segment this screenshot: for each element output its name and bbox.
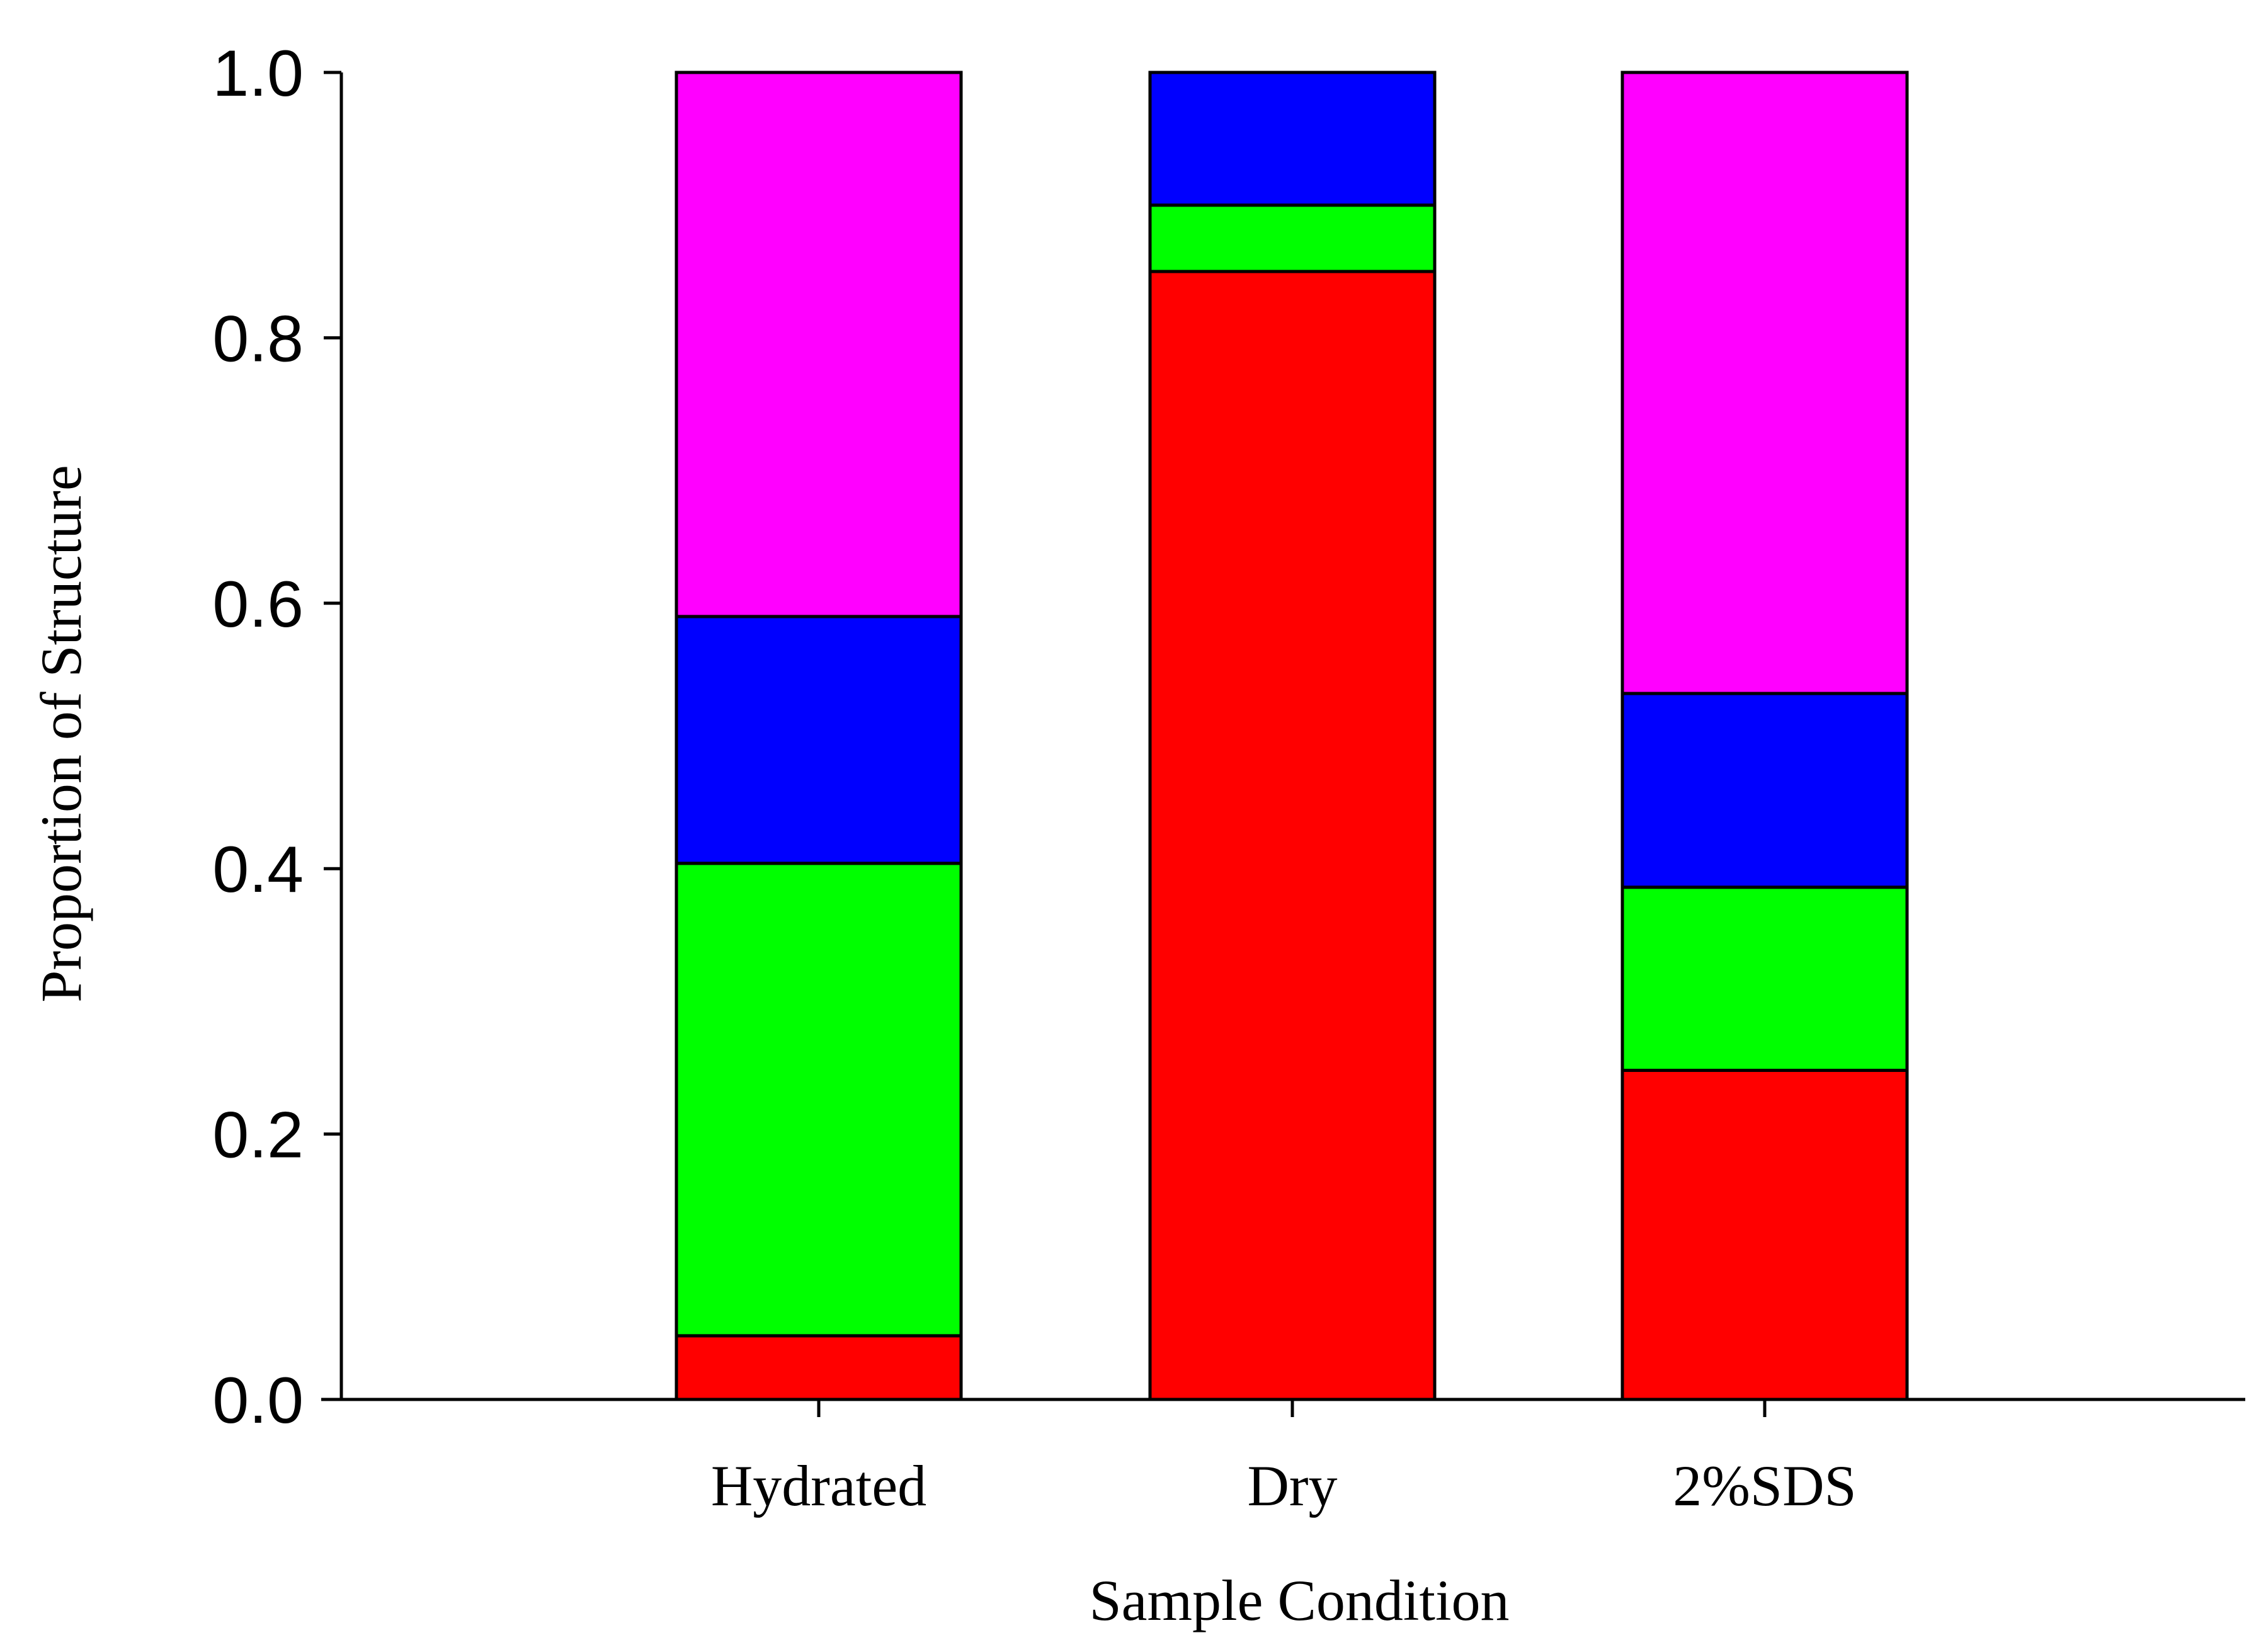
- y-tick-label: 1.0: [212, 37, 304, 110]
- y-axis-title: Proportion of Structure: [29, 465, 93, 1002]
- x-axis-ticks: Hydrated Dry 2%SDS: [711, 1399, 1857, 1518]
- bar-segment-2sds-3: [1620, 71, 1909, 695]
- bar-segment-hydrated-2: [675, 615, 963, 865]
- y-tick-label: 0.6: [212, 568, 304, 641]
- x-category-label: Dry: [1247, 1454, 1337, 1518]
- y-tick-label: 0.8: [212, 302, 304, 375]
- bar-segment-hydrated-1: [675, 862, 963, 1338]
- bar-segment-2sds-1: [1620, 886, 1909, 1072]
- y-axis-ticks: 0.0 0.2 0.4 0.6 0.8 1.0: [212, 37, 341, 1437]
- y-tick-label: 0.4: [212, 833, 304, 906]
- x-category-label: 2%SDS: [1673, 1454, 1856, 1518]
- y-tick-label: 0.0: [212, 1364, 304, 1437]
- bar-segment-dry-2: [1148, 71, 1437, 207]
- x-category-label: Hydrated: [711, 1454, 926, 1518]
- y-tick-label: 0.2: [212, 1099, 304, 1172]
- bar-segment-2sds-2: [1620, 692, 1909, 889]
- bar-segment-hydrated-0: [675, 1334, 963, 1401]
- bar-segments: [675, 71, 1909, 1401]
- bar-segment-2sds-0: [1620, 1068, 1909, 1401]
- x-axis-title: Sample Condition: [1090, 1568, 1510, 1632]
- bar-segment-dry-1: [1148, 203, 1437, 273]
- bar-segment-dry-0: [1148, 270, 1437, 1401]
- bar-segment-hydrated-3: [675, 71, 963, 618]
